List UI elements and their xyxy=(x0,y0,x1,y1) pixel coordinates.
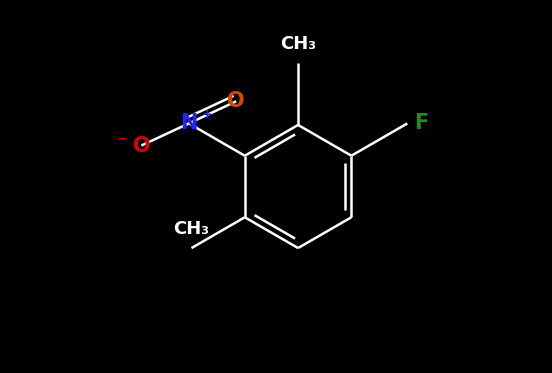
Text: CH₃: CH₃ xyxy=(173,220,209,238)
Text: O: O xyxy=(132,135,150,156)
Text: −: − xyxy=(117,132,128,145)
Text: N: N xyxy=(180,113,198,134)
Text: F: F xyxy=(415,113,428,134)
Text: +: + xyxy=(202,108,213,121)
Text: CH₃: CH₃ xyxy=(280,35,316,53)
Text: O: O xyxy=(227,91,245,111)
